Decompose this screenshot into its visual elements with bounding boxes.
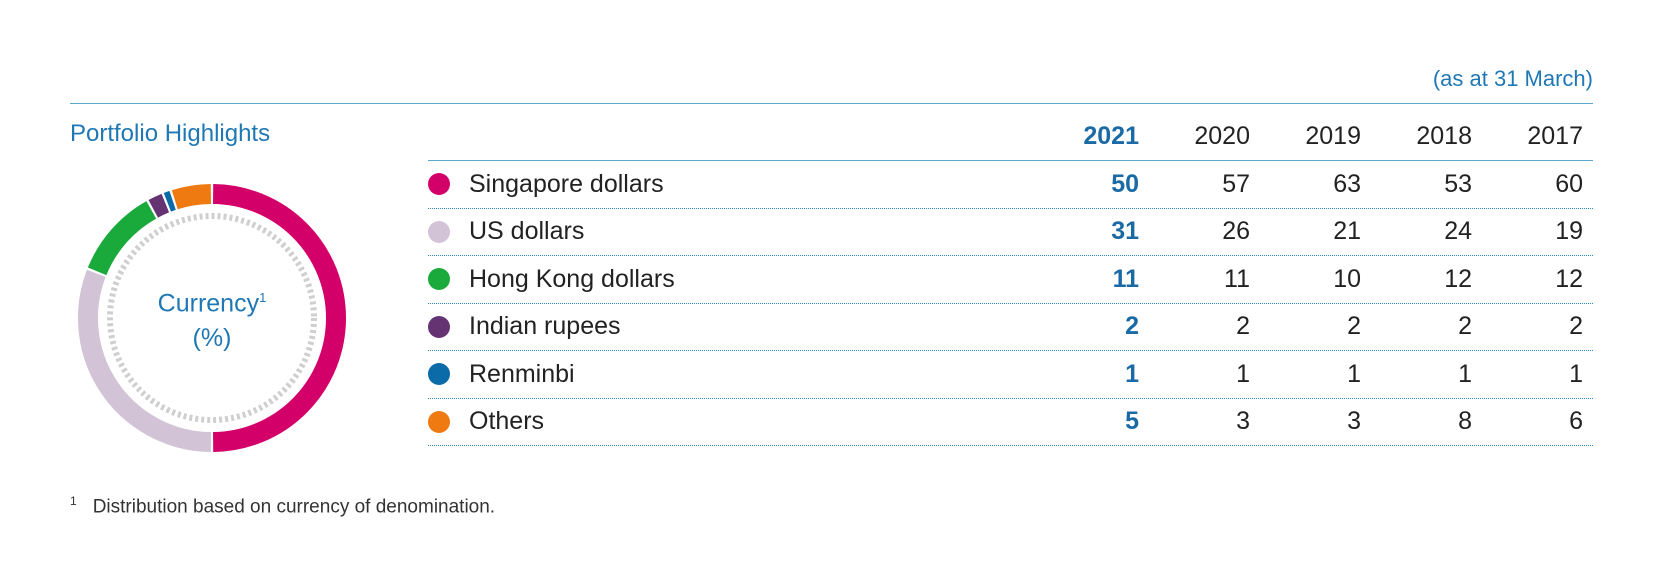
- legend-dot-indian-rupees: [428, 315, 450, 338]
- table-row: Others 5 3 3 8 6: [428, 399, 1593, 446]
- row-name: Others: [469, 407, 545, 436]
- value-others-2019: 3: [1347, 407, 1361, 436]
- value-hong-kong-dollars-2019: 10: [1333, 264, 1361, 293]
- top-divider: [70, 103, 1593, 104]
- currency-donut-chart: Currency1 (%): [66, 172, 358, 464]
- value-indian-rupees-2020: 2: [1236, 312, 1250, 341]
- value-singapore-dollars-2018: 53: [1444, 169, 1472, 198]
- row-name: Hong Kong dollars: [469, 264, 675, 293]
- legend-dot-hong-kong-dollars: [428, 268, 450, 291]
- table-row: US dollars 31 26 21 24 19: [428, 209, 1593, 256]
- value-renminbi-2019: 1: [1347, 359, 1361, 388]
- donut-slice-others: [171, 184, 212, 210]
- row-label-us-dollars: US dollars: [428, 217, 997, 246]
- table-header-row: 2021 2020 2019 2018 2017: [428, 112, 1593, 161]
- value-others-2018: 8: [1458, 407, 1472, 436]
- value-indian-rupees-2018: 2: [1458, 312, 1472, 341]
- table-body: Singapore dollars 50 57 63 53 60 US dollars 31 2…: [428, 161, 1593, 446]
- table-row: Indian rupees 2 2 2 2 2: [428, 304, 1593, 351]
- donut-slice-indian-rupees: [148, 193, 170, 218]
- legend-dot-others: [428, 410, 450, 433]
- donut-center-label: Currency1 (%): [66, 172, 358, 464]
- row-name: US dollars: [469, 217, 585, 246]
- value-indian-rupees-2019: 2: [1347, 312, 1361, 341]
- value-renminbi-2020: 1: [1236, 359, 1250, 388]
- value-us-dollars-2020: 26: [1222, 217, 1250, 246]
- row-label-renminbi: Renminbi: [428, 360, 997, 389]
- donut-label-superscript: 1: [259, 290, 267, 306]
- donut-slice-renminbi: [163, 190, 176, 212]
- value-us-dollars-2019: 21: [1333, 217, 1361, 246]
- donut-label-unit: (%): [192, 323, 232, 352]
- donut-svg: [78, 184, 346, 452]
- value-singapore-dollars-2020: 57: [1222, 169, 1250, 198]
- value-hong-kong-dollars-2018: 12: [1444, 264, 1472, 293]
- donut-inner-dashed-ring: [107, 213, 317, 423]
- value-renminbi-2017: 1: [1569, 359, 1583, 388]
- value-us-dollars-2021: 31: [1111, 217, 1139, 246]
- value-others-2021: 5: [1125, 407, 1139, 436]
- value-hong-kong-dollars-2017: 12: [1555, 264, 1583, 293]
- value-singapore-dollars-2019: 63: [1333, 169, 1361, 198]
- value-us-dollars-2017: 19: [1555, 217, 1583, 246]
- value-indian-rupees-2017: 2: [1569, 312, 1583, 341]
- value-us-dollars-2018: 24: [1444, 217, 1472, 246]
- row-label-indian-rupees: Indian rupees: [428, 312, 997, 341]
- year-header-2017: 2017: [1527, 121, 1583, 150]
- footnote-text: Distribution based on currency of denomi…: [92, 496, 496, 518]
- row-name: Singapore dollars: [469, 169, 664, 198]
- value-hong-kong-dollars-2021: 11: [1112, 264, 1139, 293]
- value-renminbi-2018: 1: [1458, 359, 1472, 388]
- footnote-mark: 1: [70, 494, 77, 508]
- row-label-hong-kong-dollars: Hong Kong dollars: [428, 265, 997, 294]
- row-label-others: Others: [428, 407, 997, 436]
- year-header-2020: 2020: [1194, 121, 1250, 150]
- value-indian-rupees-2021: 2: [1125, 312, 1139, 341]
- value-others-2017: 6: [1569, 407, 1583, 436]
- donut-slice-singapore-dollars: [213, 184, 346, 452]
- table-row: Singapore dollars 50 57 63 53 60: [428, 161, 1593, 209]
- value-hong-kong-dollars-2020: 11: [1224, 264, 1250, 293]
- section-title: Portfolio Highlights: [70, 120, 271, 147]
- value-others-2020: 3: [1236, 407, 1250, 436]
- row-label-singapore-dollars: Singapore dollars: [428, 170, 997, 199]
- legend-dot-us-dollars: [428, 220, 450, 243]
- table-row: Renminbi 1 1 1 1 1: [428, 351, 1593, 399]
- value-singapore-dollars-2021: 50: [1111, 169, 1139, 198]
- currency-table: 2021 2020 2019 2018 2017 Singapore dolla…: [428, 112, 1593, 446]
- year-header-2018: 2018: [1416, 121, 1472, 150]
- legend-dot-renminbi: [428, 363, 450, 386]
- table-row: Hong Kong dollars 11 11 10 12 12: [428, 256, 1593, 304]
- value-renminbi-2021: 1: [1125, 359, 1139, 388]
- year-header-2019: 2019: [1305, 121, 1361, 150]
- footnote: 1 Distribution based on currency of denom…: [70, 494, 495, 518]
- donut-slice-us-dollars: [78, 269, 212, 452]
- donut-label-text: Currency: [157, 289, 260, 318]
- as-at-date: (as at 31 March): [1432, 66, 1593, 91]
- year-header-2021: 2021: [1083, 121, 1139, 150]
- value-singapore-dollars-2017: 60: [1555, 169, 1583, 198]
- row-name: Indian rupees: [469, 312, 621, 341]
- row-name: Renminbi: [469, 359, 575, 388]
- donut-slice-hong-kong-dollars: [87, 201, 157, 276]
- legend-dot-singapore-dollars: [428, 173, 450, 196]
